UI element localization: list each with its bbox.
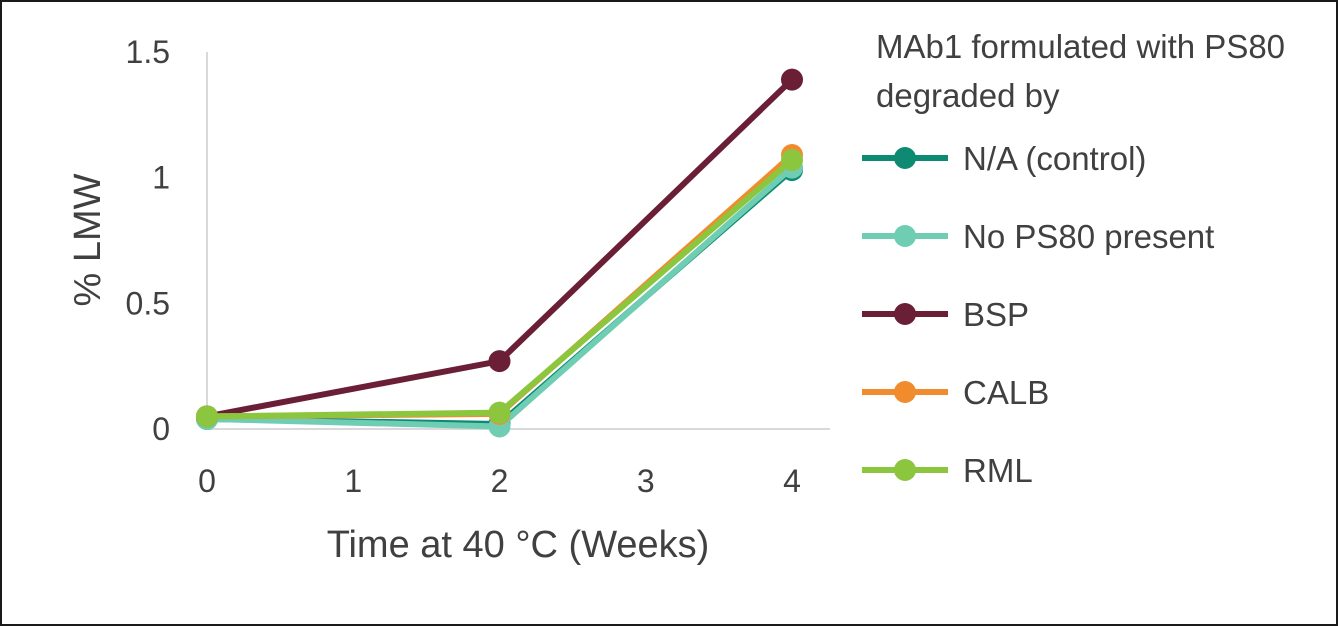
data-point bbox=[488, 350, 511, 373]
data-point bbox=[781, 68, 803, 91]
x-tick-label: 2 bbox=[491, 463, 509, 499]
legend-item: No PS80 present bbox=[862, 218, 1214, 255]
legend-label: BSP bbox=[963, 296, 1029, 333]
legend-label: CALB bbox=[963, 374, 1049, 411]
y-tick-label: 0.5 bbox=[126, 285, 170, 321]
legend-swatch-marker bbox=[894, 147, 916, 169]
data-point bbox=[781, 149, 803, 172]
legend-swatch-marker bbox=[894, 303, 916, 325]
legend-swatch-marker bbox=[894, 381, 916, 403]
x-tick-label: 1 bbox=[344, 463, 362, 499]
legend: MAb1 formulated with PS80 degraded by N/… bbox=[862, 28, 1285, 489]
y-tick-labels: 0 0.5 1 1.5 bbox=[126, 34, 170, 447]
legend-label: No PS80 present bbox=[963, 218, 1214, 255]
series-4 bbox=[196, 149, 803, 428]
series-line bbox=[204, 164, 795, 430]
series-3 bbox=[196, 144, 803, 428]
x-tick-label: 3 bbox=[637, 463, 655, 499]
legend-item: BSP bbox=[862, 296, 1029, 333]
series-layer bbox=[196, 68, 803, 438]
y-tick-label: 1 bbox=[152, 160, 170, 196]
legend-item: N/A (control) bbox=[862, 140, 1146, 177]
series-2 bbox=[196, 68, 803, 428]
legend-label: N/A (control) bbox=[963, 140, 1146, 177]
series-line bbox=[204, 157, 795, 420]
x-tick-label: 0 bbox=[198, 463, 216, 499]
data-point bbox=[196, 405, 218, 428]
x-axis-title: Time at 40 °C (Weeks) bbox=[327, 524, 710, 566]
series-0 bbox=[196, 159, 803, 435]
series-line bbox=[204, 152, 795, 420]
x-tick-labels: 0 1 2 3 4 bbox=[198, 463, 801, 499]
legend-swatch-marker bbox=[894, 225, 916, 247]
legend-items: N/A (control) No PS80 present BSP CALB RML bbox=[862, 140, 1214, 489]
legend-title-line-1: MAb1 formulated with PS80 bbox=[876, 28, 1285, 65]
legend-item: RML bbox=[862, 452, 1033, 489]
series-line bbox=[204, 167, 795, 427]
legend-title-line-2: degraded by bbox=[876, 77, 1060, 114]
legend-swatch-marker bbox=[894, 459, 916, 481]
y-axis-title: % LMW bbox=[67, 173, 109, 306]
legend-item: CALB bbox=[862, 374, 1049, 411]
x-tick-label: 4 bbox=[783, 463, 801, 499]
y-tick-label: 0 bbox=[152, 411, 170, 447]
legend-label: RML bbox=[963, 452, 1033, 489]
y-tick-label: 1.5 bbox=[126, 34, 170, 70]
series-1 bbox=[196, 156, 803, 438]
data-point bbox=[488, 401, 511, 424]
